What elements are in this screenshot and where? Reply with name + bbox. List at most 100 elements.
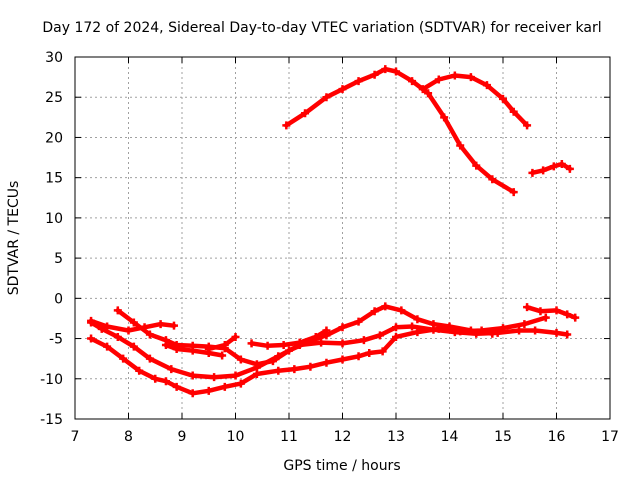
data-point: [509, 107, 518, 116]
data-point: [552, 306, 561, 315]
data-point: [338, 85, 347, 94]
tick-layer: 7 8 9 10 11 12 13 14 15 16 17 -15 -10 -5 0 5 10 15 20 25 30: [40, 50, 619, 445]
data-point: [565, 164, 574, 173]
data-point: [151, 374, 160, 383]
data-point: [541, 313, 550, 322]
data-point: [466, 326, 475, 335]
data-point: [370, 307, 379, 316]
data-point: [322, 358, 331, 367]
data-point: [285, 346, 293, 355]
data-point: [172, 345, 181, 354]
data-point: [236, 355, 245, 364]
plot-frame: [74, 56, 611, 420]
x-axis-label: GPS time / hours: [283, 458, 400, 474]
series-arc-9: [161, 340, 227, 360]
data-point: [408, 77, 417, 86]
series-arc-8: [113, 302, 497, 369]
data-point: [375, 331, 384, 340]
x-tick-label: 16: [548, 429, 566, 445]
y-tick-label: -10: [40, 372, 63, 388]
data-point: [354, 352, 363, 361]
series-line: [206, 334, 238, 352]
data-point: [290, 365, 299, 374]
data-point: [113, 306, 122, 315]
series-arc-2: [418, 71, 532, 130]
chart-title: Day 172 of 2024, Sidereal Day-to-day VTE…: [42, 20, 601, 36]
data-point: [161, 377, 170, 386]
data-point: [482, 81, 491, 90]
data-point: [172, 382, 181, 391]
y-tick-label: 20: [45, 130, 63, 146]
y-tick-label: 30: [45, 50, 63, 66]
data-point: [274, 366, 283, 375]
data-point: [282, 121, 291, 130]
x-tick-label: 10: [227, 429, 245, 445]
data-point: [188, 346, 197, 355]
data-point: [488, 329, 497, 338]
data-point: [322, 93, 331, 102]
data-point: [408, 322, 417, 331]
data-point: [539, 166, 548, 175]
data-point: [87, 316, 96, 325]
data-point: [429, 320, 438, 329]
data-point: [359, 336, 368, 345]
data-point: [129, 342, 138, 351]
series-arc-11: [247, 326, 331, 350]
data-point: [563, 310, 572, 319]
x-tick-label: 14: [441, 429, 459, 445]
data-point: [236, 379, 245, 388]
data-point: [231, 371, 240, 380]
data-point: [413, 315, 422, 324]
y-tick-label: 5: [54, 251, 63, 267]
y-tick-label: 25: [45, 90, 63, 106]
y-tick-label: 10: [45, 211, 63, 227]
y-tick-label: 15: [45, 171, 63, 187]
data-point: [434, 75, 443, 84]
data-point: [218, 351, 227, 360]
data-point: [354, 317, 363, 326]
series-line: [88, 315, 549, 396]
data-point: [338, 323, 347, 332]
data-point: [204, 345, 213, 354]
grid-layer: [75, 57, 610, 419]
data-point: [392, 323, 400, 332]
data-point: [210, 373, 219, 382]
data-point: [113, 332, 122, 341]
data-point: [549, 162, 558, 171]
x-tick-label: 17: [601, 429, 619, 445]
data-point: [381, 65, 390, 74]
data-point: [145, 354, 154, 363]
data-point: [124, 326, 133, 335]
data-point: [509, 188, 518, 197]
data-point: [220, 382, 229, 391]
data-point: [392, 67, 400, 76]
series-arc-1: [282, 65, 518, 197]
data-point: [295, 338, 304, 347]
data-point: [103, 322, 112, 331]
series-line: [115, 304, 495, 367]
data-point: [523, 303, 532, 312]
data-point: [156, 320, 165, 329]
series-arc-3: [528, 159, 574, 177]
data-point: [231, 332, 240, 341]
data-point: [520, 320, 529, 329]
x-tick-label: 7: [71, 429, 80, 445]
data-point: [220, 340, 229, 349]
data-point: [169, 321, 178, 330]
x-tick-label: 12: [334, 429, 352, 445]
data-point: [252, 369, 261, 378]
x-tick-label: 15: [494, 429, 512, 445]
data-point: [536, 307, 545, 316]
data-point: [268, 357, 277, 366]
data-point: [279, 340, 288, 349]
data-point: [378, 347, 387, 356]
data-point: [247, 339, 256, 348]
data-point: [424, 89, 433, 98]
data-point: [87, 334, 96, 343]
data-point: [413, 328, 422, 337]
data-point: [204, 386, 213, 395]
data-point: [392, 332, 400, 341]
data-point: [523, 121, 532, 130]
data-point: [466, 73, 475, 82]
y-tick-label: -15: [40, 412, 63, 428]
